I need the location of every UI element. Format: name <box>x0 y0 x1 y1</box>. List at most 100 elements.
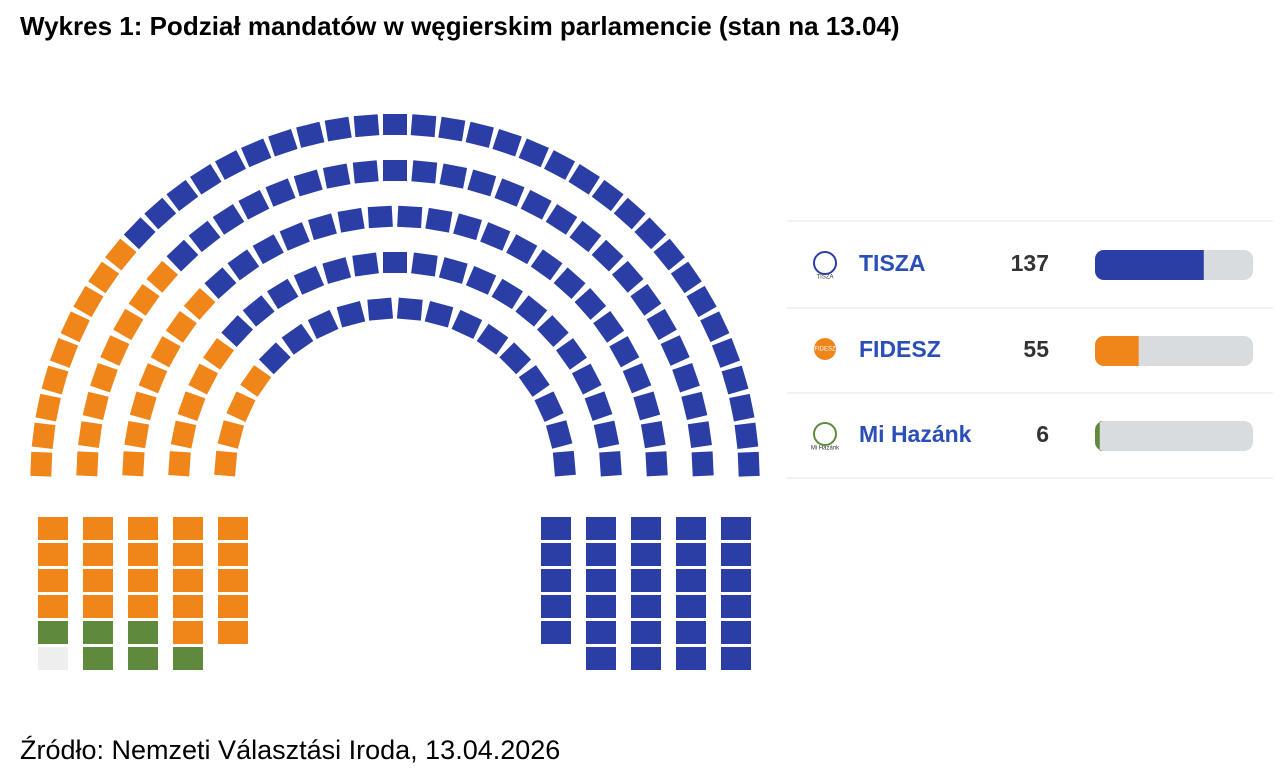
seat <box>227 249 260 281</box>
seat <box>660 335 690 366</box>
seat <box>383 114 407 135</box>
seat <box>492 128 522 157</box>
bar-track <box>1095 421 1253 451</box>
seat <box>218 517 248 540</box>
seat <box>138 363 168 394</box>
seat <box>541 621 571 644</box>
seat <box>499 342 532 375</box>
seat <box>165 311 197 343</box>
seat <box>83 621 113 644</box>
source-note: Źródło: Nemzeti Választási Iroda, 13.04.… <box>20 735 560 765</box>
seat <box>631 569 661 592</box>
seat <box>83 569 113 592</box>
seat <box>353 114 380 138</box>
seat <box>584 391 613 421</box>
seat <box>322 163 351 189</box>
seat <box>574 287 607 320</box>
seat <box>35 393 61 422</box>
seat <box>267 278 299 310</box>
seat <box>593 420 620 449</box>
seat <box>83 595 113 618</box>
seat <box>218 543 248 566</box>
seat <box>166 239 199 272</box>
seat <box>258 342 291 375</box>
seat <box>568 164 600 195</box>
seat <box>453 213 482 241</box>
seat <box>599 451 622 477</box>
seat <box>609 336 640 368</box>
empty-seat <box>38 647 68 670</box>
party-logo <box>813 251 837 275</box>
seat <box>144 197 177 230</box>
seat <box>49 338 79 368</box>
seat <box>541 595 571 618</box>
seat <box>645 451 668 477</box>
seat <box>183 287 216 320</box>
seat <box>168 451 191 477</box>
seat <box>622 363 652 394</box>
seat <box>633 391 661 421</box>
seat <box>128 621 158 644</box>
seat <box>212 204 245 235</box>
bar <box>1095 336 1139 366</box>
seat <box>721 543 751 566</box>
party-logo-text: TISZA <box>816 275 833 281</box>
seat <box>38 621 68 644</box>
seat <box>214 450 238 477</box>
seat <box>721 595 751 618</box>
seat <box>177 391 206 421</box>
seat <box>451 309 483 340</box>
seat-count: 55 <box>1023 336 1049 362</box>
seat <box>676 621 706 644</box>
bar <box>1095 421 1104 451</box>
seat <box>630 283 662 316</box>
seat <box>721 365 749 395</box>
seat <box>571 363 602 395</box>
seat <box>541 569 571 592</box>
seat <box>170 420 197 449</box>
seat <box>591 179 624 212</box>
seat <box>41 365 69 395</box>
seat <box>611 260 644 293</box>
seat <box>252 234 284 265</box>
seat <box>541 517 571 540</box>
seat <box>687 421 712 449</box>
seat <box>397 205 423 229</box>
seat <box>352 160 379 184</box>
seat <box>465 121 494 148</box>
seat <box>123 217 156 250</box>
seat <box>268 128 298 157</box>
seat <box>721 517 751 540</box>
seat <box>396 297 423 321</box>
seat <box>337 207 365 233</box>
seat <box>515 295 548 327</box>
seat <box>241 138 272 168</box>
seat <box>700 311 730 343</box>
seat <box>322 257 352 284</box>
seat <box>438 257 468 284</box>
seat <box>173 595 203 618</box>
seat <box>676 569 706 592</box>
seat <box>631 517 661 540</box>
seat <box>38 543 68 566</box>
seat <box>128 595 158 618</box>
seat <box>204 267 237 299</box>
seat <box>100 335 130 366</box>
seat <box>586 621 616 644</box>
seat <box>721 621 751 644</box>
chart-title: Wykres 1: Podział mandatów w węgierskim … <box>20 11 900 41</box>
seat <box>586 569 616 592</box>
seat <box>534 391 564 422</box>
seat <box>173 517 203 540</box>
seat <box>146 260 179 293</box>
seat <box>336 301 366 328</box>
seat <box>613 197 646 230</box>
seat <box>293 169 323 197</box>
seat <box>188 220 221 253</box>
seat <box>520 189 552 220</box>
seat <box>218 595 248 618</box>
seat <box>424 301 454 328</box>
seat <box>593 311 625 343</box>
seat <box>586 543 616 566</box>
seat <box>188 363 219 395</box>
